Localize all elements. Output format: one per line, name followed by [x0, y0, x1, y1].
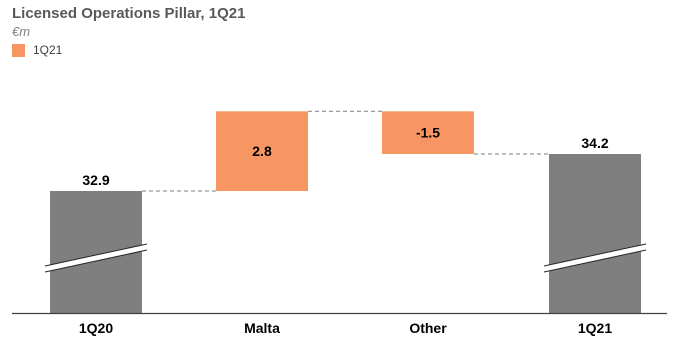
x-tick-label-1q21: 1Q21 [578, 320, 612, 336]
legend: 1Q21 [12, 43, 62, 57]
bar-other [382, 111, 474, 154]
x-tick-label-other: Other [409, 320, 447, 336]
data-label-1q20: 32.9 [82, 172, 109, 188]
legend-label-1q21: 1Q21 [33, 43, 63, 57]
legend-swatch-1q21 [12, 43, 25, 57]
axis-break-line-a-1q21 [543, 243, 647, 267]
chart-title: Licensed Operations Pillar, 1Q21 [12, 5, 246, 22]
x-tick-label-1q20: 1Q20 [79, 320, 113, 336]
data-label-malta: 2.8 [252, 143, 272, 159]
axis-break-line-a-1q20 [44, 243, 148, 267]
bar-malta [216, 111, 308, 191]
axis-break-gap-1q21 [544, 244, 646, 272]
axis-break-line-b-1q20 [44, 249, 148, 273]
axis-break-line-b-1q21 [543, 249, 647, 273]
chart-unit: €m [12, 24, 31, 39]
data-label-1q21: 34.2 [581, 135, 608, 151]
axis-break-gap-1q20 [45, 244, 147, 272]
bar-1q21 [549, 154, 641, 313]
data-label-other: -1.5 [416, 125, 440, 141]
x-tick-label-malta: Malta [244, 320, 280, 336]
